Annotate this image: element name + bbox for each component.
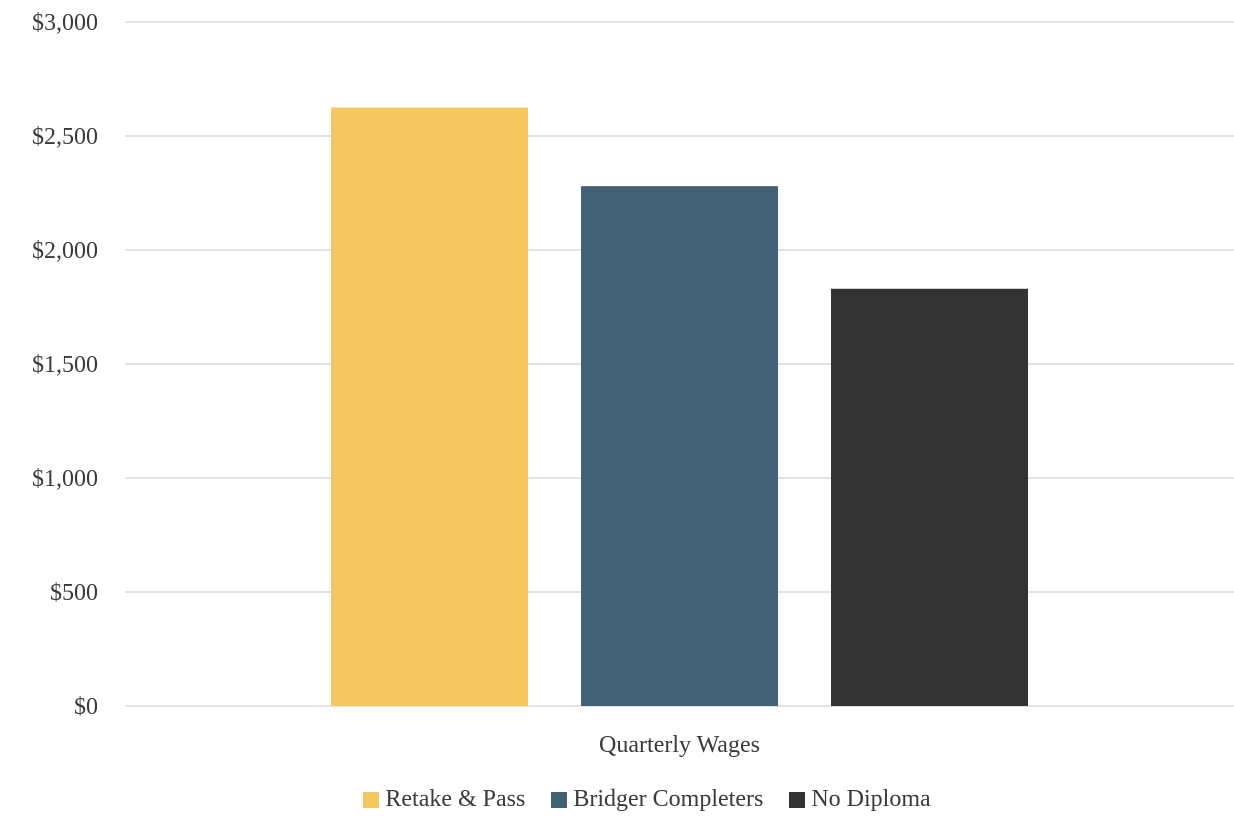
- y-tick-label: $1,000: [32, 466, 98, 492]
- legend: Retake & Pass Bridger Completers No Diplom…: [0, 786, 1234, 813]
- legend-label: Bridger Completers: [573, 786, 764, 812]
- legend-label: No Diploma: [811, 786, 931, 812]
- bar-chart: $0 $500 $1,000 $1,500 $2,000 $2,500 $3,000 Quar…: [32, 10, 1234, 758]
- y-tick-label: $500: [50, 580, 98, 606]
- bar-bridger-completers: [581, 186, 778, 706]
- y-tick-label: $0: [74, 694, 98, 720]
- y-tick-label: $1,500: [32, 352, 98, 378]
- bar-no-diploma: [831, 288, 1028, 706]
- legend-item: No Diploma: [789, 786, 931, 813]
- legend-item: Retake & Pass: [363, 786, 525, 813]
- legend-swatch: [789, 791, 806, 808]
- legend-swatch: [363, 791, 380, 808]
- y-tick-label: $3,000: [32, 10, 98, 36]
- legend-swatch: [551, 791, 568, 808]
- y-tick-label: $2,500: [32, 124, 98, 150]
- legend-item: Bridger Completers: [551, 786, 763, 813]
- legend-label: Retake & Pass: [385, 786, 526, 812]
- bar-retake-pass: [331, 107, 528, 706]
- x-category-label: Quarterly Wages: [599, 732, 760, 758]
- y-tick-label: $2,000: [32, 238, 98, 264]
